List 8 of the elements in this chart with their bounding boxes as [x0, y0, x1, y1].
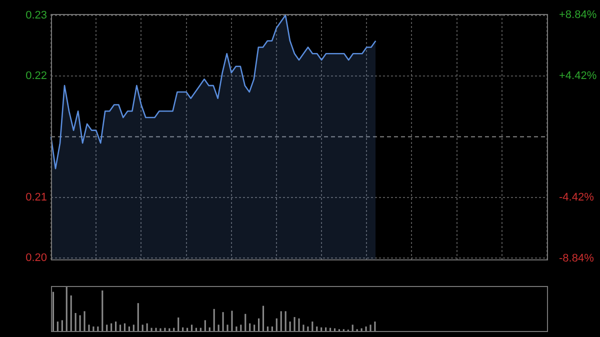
- y-tick-label: 0.22: [26, 70, 47, 82]
- y2-tick-label: -4.42%: [559, 192, 594, 204]
- y2-tick-label: +4.42%: [559, 70, 597, 82]
- y-tick-label: 0.20: [26, 252, 47, 264]
- y-tick-label: 0.23: [26, 9, 47, 22]
- y-tick-label: 0.21: [26, 191, 47, 204]
- y2-tick-label: +8.84%: [559, 9, 597, 22]
- y2-tick-label: -8.84%: [559, 252, 594, 264]
